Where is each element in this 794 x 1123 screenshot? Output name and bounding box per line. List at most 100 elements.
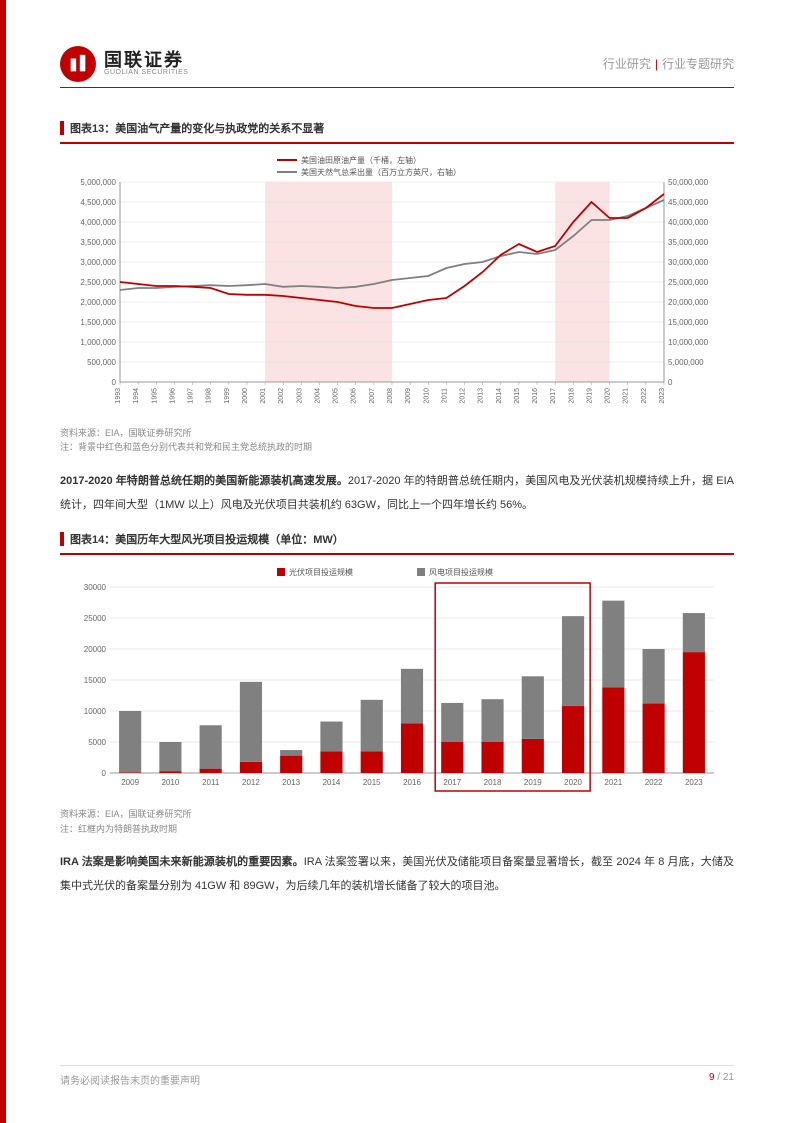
svg-text:2022: 2022: [645, 778, 663, 787]
svg-text:2015: 2015: [363, 778, 381, 787]
svg-text:1,000,000: 1,000,000: [80, 338, 116, 347]
svg-text:2000: 2000: [242, 388, 249, 404]
svg-text:5000: 5000: [88, 738, 106, 747]
svg-text:2006: 2006: [351, 388, 358, 404]
svg-text:2016: 2016: [532, 388, 539, 404]
svg-text:2,500,000: 2,500,000: [80, 278, 116, 287]
svg-text:2015: 2015: [514, 388, 521, 404]
svg-text:1996: 1996: [169, 388, 176, 404]
header-category: 行业研究|行业专题研究: [603, 55, 734, 72]
svg-text:2009: 2009: [121, 778, 139, 787]
svg-text:4,000,000: 4,000,000: [80, 218, 116, 227]
svg-text:25,000,000: 25,000,000: [668, 278, 709, 287]
svg-text:30,000,000: 30,000,000: [668, 258, 709, 267]
svg-text:2021: 2021: [604, 778, 622, 787]
svg-text:2013: 2013: [478, 388, 485, 404]
separator-icon: |: [655, 57, 658, 71]
header: 国联证券 GUOLIAN SECURITIES 行业研究|行业专题研究: [60, 40, 734, 88]
svg-text:2018: 2018: [568, 388, 575, 404]
title-bar-icon: [60, 121, 64, 135]
footer-page: 9 / 21: [709, 1072, 734, 1087]
chart14-title: 图表14：美国历年大型风光项目投运规模（单位：MW）: [70, 531, 344, 547]
svg-text:2023: 2023: [659, 388, 666, 404]
svg-text:1,500,000: 1,500,000: [80, 318, 116, 327]
logo-icon: [60, 46, 96, 82]
svg-text:15000: 15000: [84, 676, 107, 685]
svg-text:5,000,000: 5,000,000: [668, 358, 704, 367]
svg-text:2003: 2003: [296, 388, 303, 404]
logo-cn: 国联证券: [104, 51, 188, 69]
chart14-heading: 图表14：美国历年大型风光项目投运规模（单位：MW）: [60, 531, 734, 555]
svg-text:0: 0: [102, 769, 107, 778]
svg-text:2011: 2011: [202, 778, 220, 787]
svg-text:2004: 2004: [314, 388, 321, 404]
svg-text:25000: 25000: [84, 614, 107, 623]
svg-text:2023: 2023: [685, 778, 703, 787]
svg-text:45,000,000: 45,000,000: [668, 198, 709, 207]
chart13-heading: 图表13：美国油气产量的变化与执政党的关系不显著: [60, 120, 734, 144]
chart13-svg: 0 500,000 1,000,000 1,500,000 2,000,000 2,500…: [60, 152, 734, 422]
svg-text:1998: 1998: [206, 388, 213, 404]
svg-text:0: 0: [668, 378, 673, 387]
svg-text:2019: 2019: [524, 778, 542, 787]
header-cat-1: 行业研究: [603, 57, 651, 71]
chart14: 0500010000150002000025000300002009201020…: [60, 563, 734, 803]
chart13-note-line: 注：背景中红色和蓝色分别代表共和党和民主党总统执政的时期: [60, 440, 734, 454]
svg-text:2012: 2012: [242, 778, 260, 787]
chart14-note-line: 注：红框内为特朗普执政时期: [60, 822, 734, 836]
logo-en: GUOLIAN SECURITIES: [104, 69, 188, 76]
chart14-source: 资料来源：EIA，国联证券研究所 注：红框内为特朗普执政时期: [60, 807, 734, 836]
svg-text:2010: 2010: [423, 388, 430, 404]
chart13-title: 图表13：美国油气产量的变化与执政党的关系不显著: [70, 120, 324, 136]
svg-text:2020: 2020: [605, 388, 612, 404]
footer-disclaimer: 请务必阅读报告末页的重要声明: [60, 1072, 200, 1087]
svg-text:2009: 2009: [405, 388, 412, 404]
chart14-src-line: 资料来源：EIA，国联证券研究所: [60, 807, 734, 821]
title-bar-icon: [60, 532, 64, 546]
svg-text:2,000,000: 2,000,000: [80, 298, 116, 307]
chart13-source: 资料来源：EIA，国联证券研究所 注：背景中红色和蓝色分别代表共和党和民主党总统…: [60, 426, 734, 455]
svg-text:2019: 2019: [586, 388, 593, 404]
svg-text:美国天然气总采出量（百万立方英尺，右轴）: 美国天然气总采出量（百万立方英尺，右轴）: [301, 167, 461, 177]
svg-text:2013: 2013: [282, 778, 300, 787]
svg-text:2017: 2017: [443, 778, 461, 787]
svg-text:20000: 20000: [84, 645, 107, 654]
logo-text: 国联证券 GUOLIAN SECURITIES: [104, 51, 188, 76]
page: 国联证券 GUOLIAN SECURITIES 行业研究|行业专题研究 图表13…: [0, 0, 794, 1123]
svg-text:2008: 2008: [387, 388, 394, 404]
paragraph-1: 2017-2020 年特朗普总统任期的美国新能源装机高速发展。2017-2020…: [60, 469, 734, 517]
svg-text:2018: 2018: [484, 778, 502, 787]
svg-text:2011: 2011: [441, 388, 448, 403]
svg-text:35,000,000: 35,000,000: [668, 238, 709, 247]
svg-text:50,000,000: 50,000,000: [668, 178, 709, 187]
svg-text:1997: 1997: [188, 388, 195, 404]
svg-text:2007: 2007: [369, 388, 376, 404]
svg-text:2022: 2022: [641, 388, 648, 404]
svg-text:1994: 1994: [133, 388, 140, 404]
svg-text:10000: 10000: [84, 707, 107, 716]
svg-text:2010: 2010: [162, 778, 180, 787]
svg-text:2014: 2014: [323, 778, 341, 787]
svg-text:15,000,000: 15,000,000: [668, 318, 709, 327]
logo: 国联证券 GUOLIAN SECURITIES: [60, 46, 188, 82]
page-total: 21: [723, 1072, 734, 1083]
svg-text:2014: 2014: [496, 388, 503, 404]
svg-text:3,500,000: 3,500,000: [80, 238, 116, 247]
svg-text:10,000,000: 10,000,000: [668, 338, 709, 347]
footer: 请务必阅读报告末页的重要声明 9 / 21: [60, 1065, 734, 1087]
svg-text:1995: 1995: [151, 388, 158, 404]
svg-text:风电项目投运规模: 风电项目投运规模: [429, 567, 493, 577]
content: 图表13：美国油气产量的变化与执政党的关系不显著 0 500,000 1,000,0…: [60, 120, 734, 912]
svg-text:2002: 2002: [278, 388, 285, 404]
chart13: 0 500,000 1,000,000 1,500,000 2,000,000 2,500…: [60, 152, 734, 422]
page-sep: /: [715, 1072, 723, 1083]
chart14-svg: 0500010000150002000025000300002009201020…: [60, 563, 734, 803]
svg-text:2020: 2020: [564, 778, 582, 787]
chart13-src-line: 资料来源：EIA，国联证券研究所: [60, 426, 734, 440]
svg-text:2001: 2001: [260, 388, 267, 404]
svg-text:2005: 2005: [333, 388, 340, 404]
svg-text:500,000: 500,000: [87, 358, 116, 367]
para1-bold: 2017-2020 年特朗普总统任期的美国新能源装机高速发展。: [60, 475, 348, 487]
paragraph-2: IRA 法案是影响美国未来新能源装机的重要因素。IRA 法案签署以来，美国光伏及…: [60, 850, 734, 898]
svg-text:1993: 1993: [115, 388, 122, 404]
